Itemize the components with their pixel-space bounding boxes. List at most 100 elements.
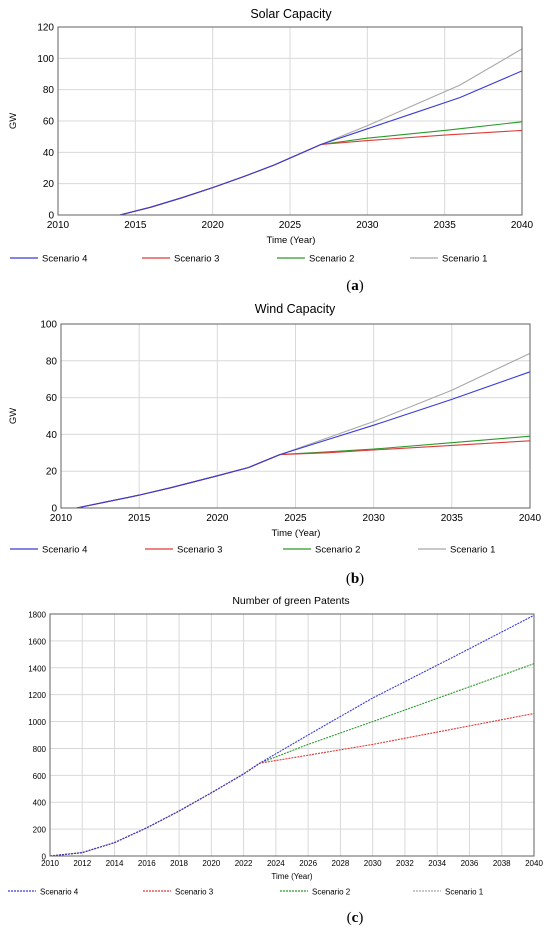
x-tick-label: 2025 bbox=[284, 513, 307, 524]
series-line-scenario-4 bbox=[61, 371, 531, 509]
legend: Scenario 4 Scenario 3 Scenario 2 Scenario 1 bbox=[10, 545, 495, 556]
y-tick-label: 20 bbox=[46, 467, 58, 478]
x-tick-label: 2022 bbox=[235, 859, 253, 868]
panel-letter: a bbox=[351, 278, 359, 294]
y-tick-label: 80 bbox=[46, 356, 58, 367]
y-tick-label: 80 bbox=[43, 85, 55, 96]
series-line-scenario-4 bbox=[58, 70, 523, 216]
legend-label: Scenario 2 bbox=[309, 254, 354, 265]
legend-label: Scenario 4 bbox=[42, 545, 87, 556]
y-tick-label: 200 bbox=[33, 826, 47, 835]
legend-label: Scenario 4 bbox=[40, 888, 79, 897]
panel-caption: (c) bbox=[347, 910, 364, 926]
panel-caption: (b) bbox=[346, 571, 364, 587]
x-tick-label: 2010 bbox=[41, 859, 59, 868]
legend-label: Scenario 4 bbox=[42, 254, 87, 265]
y-tick-label: 600 bbox=[33, 772, 47, 781]
y-tick-label: 800 bbox=[33, 745, 47, 754]
x-tick-label: 2020 bbox=[206, 513, 229, 524]
y-tick-label: 100 bbox=[40, 320, 57, 331]
x-tick-label: 2030 bbox=[364, 859, 382, 868]
x-tick-label: 2030 bbox=[363, 513, 386, 524]
legend-label: Scenario 1 bbox=[442, 254, 487, 265]
legend-label: Scenario 2 bbox=[315, 545, 360, 556]
panel-caption: (a) bbox=[346, 278, 364, 294]
x-tick-label: 2040 bbox=[511, 220, 534, 231]
y-tick-label: 1600 bbox=[28, 637, 46, 646]
x-tick-label: 2012 bbox=[73, 859, 91, 868]
x-tick-label: 2026 bbox=[299, 859, 317, 868]
y-tick-label: 0 bbox=[48, 211, 54, 222]
series-lines bbox=[58, 48, 523, 216]
grid bbox=[57, 26, 523, 216]
x-axis-label: Time (Year) bbox=[271, 872, 313, 881]
x-tick-label: 2016 bbox=[138, 859, 156, 868]
x-tick-label: 2034 bbox=[428, 859, 446, 868]
y-tick-label: 60 bbox=[43, 117, 55, 128]
y-tick-label: 400 bbox=[33, 799, 47, 808]
y-tick-label: 40 bbox=[46, 430, 58, 441]
x-tick-label: 2036 bbox=[461, 859, 479, 868]
legend-label: Scenario 3 bbox=[174, 254, 219, 265]
tick-labels: 2010 2015 2020 2025 2030 2035 2040020406080100… bbox=[37, 23, 533, 232]
legend: Scenario 4 Scenario 3 Scenario 2 Scenario 1 bbox=[10, 254, 487, 265]
tick-labels: 2010 2012 2014 2016 2018 2020 2022 2024 2026 2028… bbox=[28, 611, 543, 869]
y-tick-label: 40 bbox=[43, 148, 55, 159]
legend-label: Scenario 1 bbox=[445, 888, 484, 897]
x-tick-label: 2025 bbox=[279, 220, 302, 231]
y-tick-label: 60 bbox=[46, 393, 58, 404]
series-line-scenario-1 bbox=[49, 762, 261, 857]
grid bbox=[60, 323, 531, 509]
y-tick-label: 1800 bbox=[28, 611, 46, 620]
legend-label: Scenario 3 bbox=[175, 888, 214, 897]
series-line-scenario-3 bbox=[49, 712, 535, 857]
x-tick-label: 2040 bbox=[519, 513, 542, 524]
x-tick-label: 2020 bbox=[202, 859, 220, 868]
legend-label: Scenario 3 bbox=[177, 545, 222, 556]
grid bbox=[49, 613, 535, 857]
series-line-scenario-4 bbox=[49, 614, 535, 857]
chart-title: Wind Capacity bbox=[255, 302, 336, 316]
x-tick-label: 2032 bbox=[396, 859, 414, 868]
chart-solar-capacity: Solar Capacity 2010 2015 2020 2025 2030 2035 2… bbox=[8, 7, 534, 294]
legend-label: Scenario 1 bbox=[450, 545, 495, 556]
x-tick-label: 2010 bbox=[50, 513, 73, 524]
x-tick-label: 2035 bbox=[441, 513, 464, 524]
x-axis-label: Time (Year) bbox=[272, 528, 321, 539]
x-tick-label: 2015 bbox=[124, 220, 147, 231]
plot-area bbox=[60, 323, 531, 509]
y-tick-label: 20 bbox=[43, 179, 55, 190]
x-tick-label: 2040 bbox=[525, 859, 543, 868]
series-lines bbox=[49, 614, 535, 857]
panel-letter: b bbox=[351, 571, 359, 587]
legend: Scenario 4 Scenario 3 Scenario 2 Scenario 1 bbox=[8, 888, 484, 897]
y-tick-label: 1400 bbox=[28, 664, 46, 673]
x-tick-label: 2035 bbox=[434, 220, 457, 231]
x-tick-label: 2030 bbox=[356, 220, 379, 231]
y-tick-label: 0 bbox=[42, 853, 47, 862]
y-tick-label: 120 bbox=[37, 23, 54, 34]
x-tick-label: 2038 bbox=[493, 859, 511, 868]
y-tick-label: 1000 bbox=[28, 718, 46, 727]
y-axis-label: GW bbox=[8, 408, 19, 424]
panel-letter: c bbox=[352, 910, 359, 926]
x-tick-label: 2010 bbox=[47, 220, 70, 231]
series-lines bbox=[61, 352, 531, 509]
x-tick-label: 2028 bbox=[332, 859, 350, 868]
x-tick-label: 2018 bbox=[170, 859, 188, 868]
y-tick-label: 1200 bbox=[28, 691, 46, 700]
x-tick-label: 2015 bbox=[128, 513, 151, 524]
y-tick-label: 100 bbox=[37, 54, 54, 65]
legend-label: Scenario 2 bbox=[312, 888, 351, 897]
series-line-scenario-2 bbox=[49, 663, 535, 857]
x-tick-label: 2020 bbox=[202, 220, 225, 231]
x-tick-label: 2024 bbox=[267, 859, 285, 868]
plot-area bbox=[57, 26, 523, 216]
x-tick-label: 2014 bbox=[106, 859, 124, 868]
plot-area bbox=[49, 613, 535, 857]
y-tick-label: 0 bbox=[51, 504, 57, 515]
y-axis-label: GW bbox=[8, 113, 19, 129]
chart-title: Number of green Patents bbox=[232, 595, 349, 607]
